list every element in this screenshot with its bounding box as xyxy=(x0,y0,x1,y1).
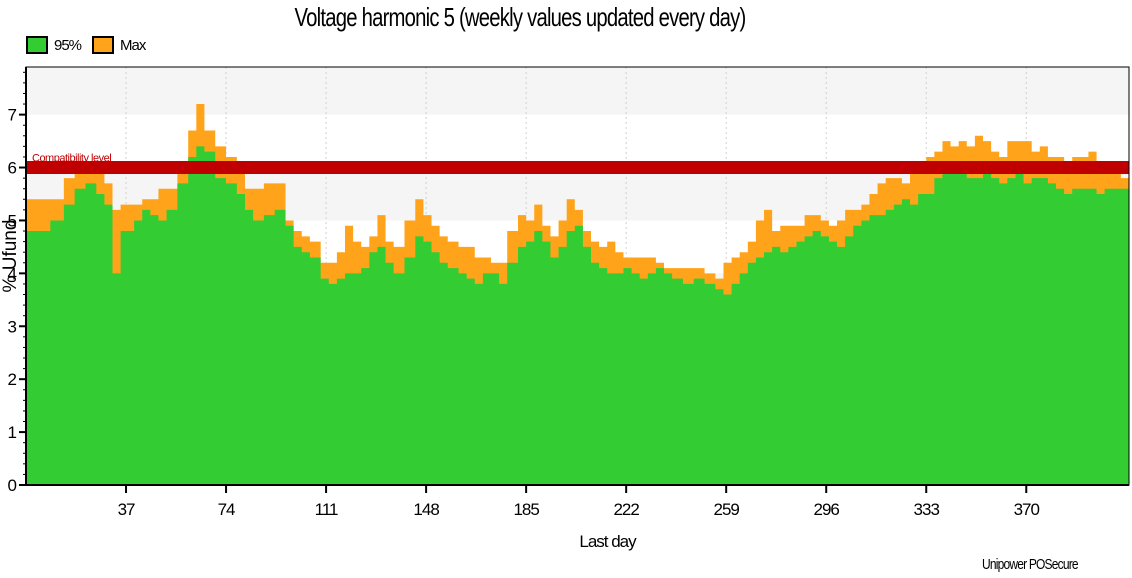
chart-title: Voltage harmonic 5 (weekly values update… xyxy=(294,2,747,32)
x-tick-label: 185 xyxy=(513,500,539,519)
compatibility-level-label: Compatibility level xyxy=(32,153,111,165)
series-95-area xyxy=(26,146,1129,485)
legend-item-95: 95% xyxy=(26,34,82,56)
y-tick-label: 3 xyxy=(8,317,17,336)
y-tick-label: 2 xyxy=(8,370,17,389)
x-tick-label: 37 xyxy=(118,500,135,519)
legend-label-95: 95% xyxy=(54,36,82,54)
y-tick-label: 5 xyxy=(8,211,17,230)
y-tick-label: 7 xyxy=(8,106,17,125)
y-tick-label: 6 xyxy=(8,159,17,178)
x-tick-label: 370 xyxy=(1014,500,1040,519)
x-tick-label: 333 xyxy=(914,500,940,519)
legend-item-max: Max xyxy=(92,34,146,56)
credit-text: Unipower POSecure xyxy=(982,556,1079,573)
legend-swatch-max xyxy=(92,36,114,54)
x-tick-label: 148 xyxy=(413,500,439,519)
y-tick-label: 1 xyxy=(8,423,17,442)
x-tick-label: 296 xyxy=(814,500,840,519)
y-tick-label: 4 xyxy=(8,264,17,283)
x-tick-label: 74 xyxy=(218,500,235,519)
legend-swatch-95 xyxy=(26,36,48,54)
grid-band xyxy=(26,67,1129,115)
y-tick-label: 0 xyxy=(8,476,17,495)
plot-border xyxy=(25,66,1130,486)
y-axis-label: % Ufund xyxy=(0,220,21,293)
x-tick-label: 259 xyxy=(714,500,740,519)
legend-label-max: Max xyxy=(120,36,146,54)
x-axis-label: Last day xyxy=(579,532,637,551)
x-tick-label: 222 xyxy=(613,500,639,519)
x-tick-label: 111 xyxy=(315,500,338,519)
